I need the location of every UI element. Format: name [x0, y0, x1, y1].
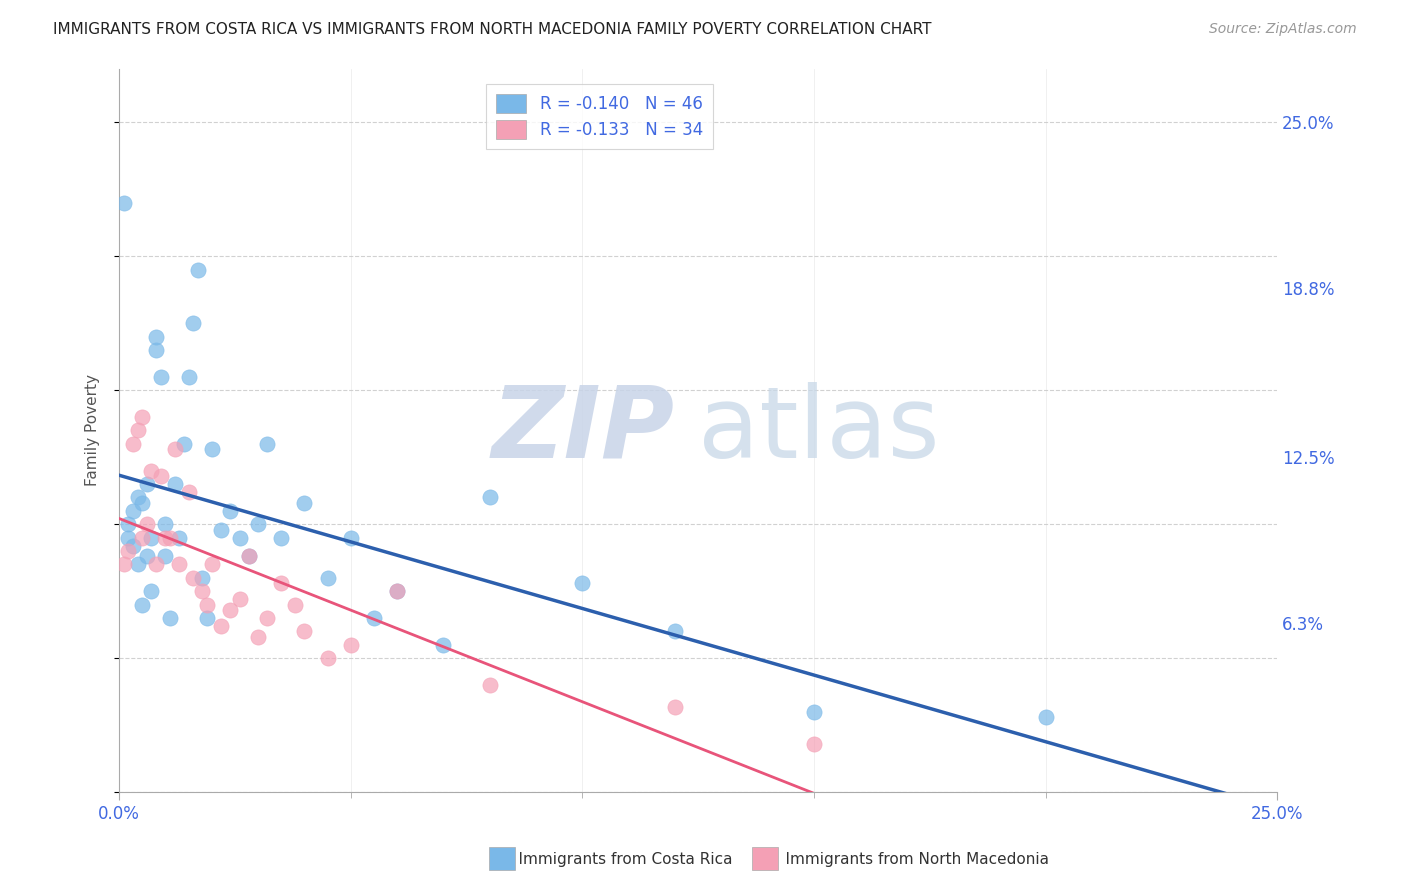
Point [135, 517, 157, 532]
Point [385, 584, 408, 599]
Point [664, 699, 686, 714]
FancyBboxPatch shape [752, 847, 778, 870]
Point [127, 491, 149, 505]
Point [112, 195, 135, 210]
Point [664, 624, 686, 639]
Point [432, 638, 454, 652]
Point [385, 584, 408, 599]
Point [803, 737, 825, 751]
Point [149, 369, 172, 384]
Point [316, 651, 339, 665]
Point [292, 624, 315, 639]
Point [478, 678, 501, 692]
Point [219, 603, 242, 617]
Point [155, 517, 177, 532]
Point [256, 611, 278, 625]
Point [155, 531, 177, 545]
Point [155, 549, 177, 564]
Point [201, 442, 224, 457]
Point [135, 477, 157, 491]
Point [209, 523, 232, 537]
Point [159, 531, 181, 545]
Point [177, 485, 200, 500]
Point [228, 592, 250, 607]
Point [187, 262, 209, 277]
Point [219, 504, 242, 518]
Point [141, 464, 163, 478]
Point [803, 705, 825, 719]
Point [195, 611, 218, 625]
Text: ZIP: ZIP [492, 382, 675, 479]
Point [191, 584, 214, 599]
Text: Source: ZipAtlas.com: Source: ZipAtlas.com [1209, 22, 1357, 37]
Point [209, 619, 232, 633]
Point [169, 531, 191, 545]
Point [195, 598, 218, 612]
Point [122, 437, 145, 451]
Point [117, 517, 139, 532]
Text: Immigrants from Costa Rica: Immigrants from Costa Rica [499, 852, 733, 867]
Point [117, 531, 139, 545]
Point [247, 630, 270, 644]
Point [571, 576, 593, 591]
Point [149, 469, 172, 483]
Point [238, 549, 260, 564]
Point [169, 558, 191, 572]
Point [292, 496, 315, 510]
Point [181, 316, 204, 330]
Point [141, 531, 163, 545]
Point [122, 539, 145, 553]
Point [122, 504, 145, 518]
Point [159, 611, 181, 625]
Point [145, 558, 167, 572]
Text: atlas: atlas [699, 382, 939, 479]
Point [270, 531, 292, 545]
Y-axis label: Family Poverty: Family Poverty [86, 375, 100, 486]
Point [238, 549, 260, 564]
Text: IMMIGRANTS FROM COSTA RICA VS IMMIGRANTS FROM NORTH MACEDONIA FAMILY POVERTY COR: IMMIGRANTS FROM COSTA RICA VS IMMIGRANTS… [53, 22, 932, 37]
Point [141, 584, 163, 599]
Point [131, 598, 153, 612]
Point [284, 598, 307, 612]
FancyBboxPatch shape [489, 847, 515, 870]
Point [131, 409, 153, 424]
Point [316, 571, 339, 585]
Point [177, 369, 200, 384]
Point [228, 531, 250, 545]
Point [201, 558, 224, 572]
Point [145, 329, 167, 343]
Point [478, 491, 501, 505]
Point [173, 437, 195, 451]
Point [1035, 710, 1057, 724]
Point [127, 424, 149, 438]
Point [163, 442, 186, 457]
Point [131, 531, 153, 545]
Point [270, 576, 292, 591]
Point [145, 343, 167, 357]
Point [112, 558, 135, 572]
Point [135, 549, 157, 564]
Point [339, 531, 361, 545]
Point [339, 638, 361, 652]
Point [191, 571, 214, 585]
Point [363, 611, 385, 625]
Legend: R = -0.140   N = 46, R = -0.133   N = 34: R = -0.140 N = 46, R = -0.133 N = 34 [486, 84, 713, 149]
Text: Immigrants from North Macedonia: Immigrants from North Macedonia [766, 852, 1049, 867]
Point [127, 558, 149, 572]
Point [163, 477, 186, 491]
Point [247, 517, 270, 532]
Point [181, 571, 204, 585]
Point [131, 496, 153, 510]
Point [117, 544, 139, 558]
Point [256, 437, 278, 451]
